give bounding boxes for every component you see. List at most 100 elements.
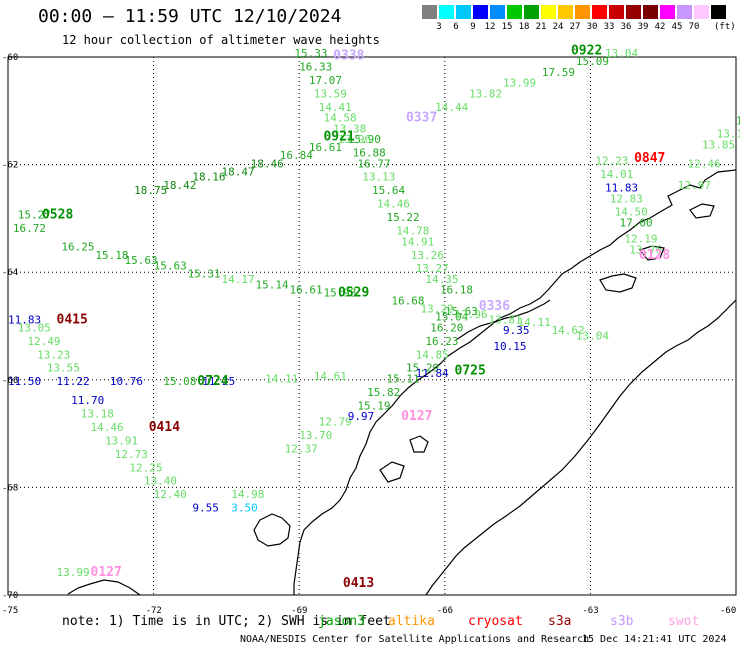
swh-value-label: 17.00	[620, 216, 653, 229]
swh-value-label: 16.88	[353, 147, 386, 160]
swh-value-label: 15.31	[188, 268, 221, 281]
swh-value-label: 14.61	[314, 370, 347, 383]
scale-swatch	[660, 5, 675, 19]
latitude-label: -66	[2, 376, 18, 386]
satellite-legend-altika: altika	[388, 614, 435, 629]
longitude-label: -69	[291, 606, 307, 616]
swh-value-label: 13.76	[629, 243, 662, 256]
pass-time-label: 0336	[479, 299, 510, 314]
swh-value-label: 13.99	[503, 77, 536, 90]
scale-label: 18	[518, 22, 530, 32]
swh-value-label: 13.99	[57, 566, 90, 579]
scale-swatch	[558, 5, 573, 19]
swh-value-label: 13.59	[314, 87, 347, 100]
latitude-label: -60	[2, 53, 18, 63]
swh-value-label: 13.27	[416, 262, 449, 275]
latitude-label: -62	[2, 161, 18, 171]
swh-value-label: 15.29	[406, 362, 439, 375]
swh-value-label: 18.47	[222, 165, 255, 178]
scale-label: 42	[654, 22, 666, 32]
swh-value-label: 12.19	[624, 233, 657, 246]
swh-value-label: 15.08	[163, 375, 196, 388]
swh-value-label: 18.75	[134, 184, 167, 197]
scale-swatch	[507, 5, 522, 19]
swh-value-label: 16.33	[299, 60, 332, 73]
scale-label: 24	[552, 22, 564, 32]
scale-swatch	[541, 5, 556, 19]
scale-swatch	[456, 5, 471, 19]
coastline	[455, 299, 551, 341]
swh-value-label: 15.27	[18, 208, 51, 221]
pass-time-label: 0529	[338, 285, 369, 300]
footer-note: note: 1) Time is in UTC; 2) SWH is in fe…	[62, 614, 391, 629]
pass-time-label: 0127	[401, 409, 432, 424]
swh-value-label: 14.50	[615, 206, 648, 219]
satellite-legend-swot: swot	[668, 614, 700, 629]
satellite-legend-jason3: jason3	[318, 614, 365, 629]
swh-value-label: 13.13	[362, 171, 395, 184]
swh-value-label: 14.41	[319, 101, 352, 114]
swh-value-label: 14.44	[435, 101, 468, 114]
scale-swatch	[592, 5, 607, 19]
swh-value-label: 11.50	[8, 375, 41, 388]
swh-value-label: 15.09	[576, 55, 609, 68]
swh-value-label: 15.90	[348, 133, 381, 146]
swh-value-label: 18.16	[192, 171, 225, 184]
scale-label: 33	[603, 22, 615, 32]
scale-swatch	[422, 5, 437, 19]
swh-value-label: 13.82	[469, 87, 502, 100]
scale-swatch	[473, 5, 488, 19]
satellite-legend-s3a: s3a	[548, 614, 572, 629]
latitude-label: -68	[2, 483, 18, 493]
page-title: 00:00 – 11:59 UTC 12/10/2024	[38, 6, 342, 27]
swh-value-label: 14.46	[91, 421, 124, 434]
swh-value-label: 17.59	[542, 66, 575, 79]
swh-value-label: 14.35	[425, 273, 458, 286]
swh-value-label: 14.91	[401, 235, 434, 248]
satellite-legend-s3b: s3b	[610, 614, 634, 629]
swh-value-label: 14.62	[552, 324, 585, 337]
swh-value-label: 12.96	[455, 308, 488, 321]
swh-value-label: 16.61	[309, 141, 342, 154]
scale-label: 45	[671, 22, 683, 32]
swh-value-label: 12.73	[115, 448, 148, 461]
swh-value-label: 13.23	[37, 348, 70, 361]
scale-unit: (ft)	[714, 22, 736, 32]
pass-time-label: 0414	[149, 420, 180, 435]
swh-value-label: 16.18	[440, 284, 473, 297]
swh-value-label: 15.63	[445, 305, 478, 318]
scale-swatch	[439, 5, 454, 19]
swh-value-label: 13.22	[421, 303, 454, 316]
pass-time-label: 0921	[323, 129, 354, 144]
swh-value-label: 13.04	[576, 329, 609, 342]
swh-value-label: 13.81	[488, 313, 521, 326]
swh-value-label: 14.98	[231, 488, 264, 501]
longitude-label: -75	[2, 606, 18, 616]
swh-value-label: 13.04	[605, 47, 638, 60]
swh-value-label: 15.82	[367, 386, 400, 399]
coastline	[67, 579, 141, 596]
coastline	[379, 461, 405, 483]
swh-value-label: 9.55	[192, 502, 219, 515]
swh-value-label: 15.63	[154, 260, 187, 273]
latitude-label: -70	[2, 591, 18, 601]
swh-value-label: 12.49	[27, 335, 60, 348]
pass-time-label: 0847	[634, 151, 665, 166]
pass-time-label: 0337	[406, 111, 437, 126]
scale-label: 27	[569, 22, 581, 32]
pass-time-label: 0725	[455, 363, 486, 378]
swh-value-label: 17.07	[309, 74, 342, 87]
scale-label: 9	[470, 22, 476, 32]
swh-value-label: 14.78	[396, 225, 429, 238]
coastline	[425, 299, 737, 596]
swh-value-label: 12.25	[129, 461, 162, 474]
scale-swatch	[524, 5, 539, 19]
scale-swatch	[626, 5, 641, 19]
swh-value-label: 11.25	[202, 375, 235, 388]
swh-value-label: 12.46	[687, 157, 720, 170]
scale-swatch	[575, 5, 590, 19]
scale-label: 21	[535, 22, 547, 32]
swh-value-label: 10.76	[110, 375, 143, 388]
scale-swatch	[711, 5, 726, 19]
